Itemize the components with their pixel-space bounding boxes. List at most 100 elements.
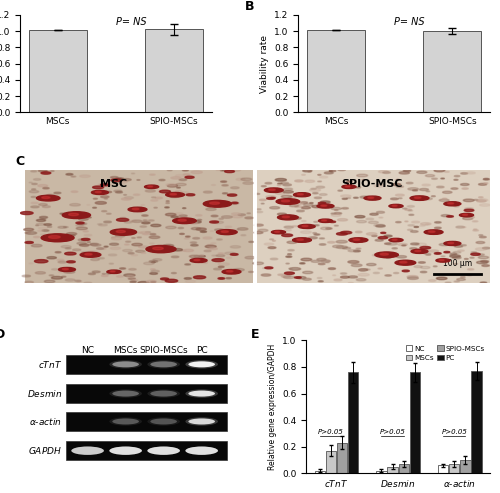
Circle shape — [78, 223, 87, 225]
Circle shape — [40, 234, 45, 235]
Circle shape — [336, 246, 347, 248]
Circle shape — [461, 173, 468, 174]
Circle shape — [318, 281, 323, 282]
Circle shape — [62, 276, 66, 277]
Circle shape — [230, 253, 238, 255]
Circle shape — [66, 233, 76, 235]
Circle shape — [132, 220, 142, 222]
Circle shape — [295, 180, 303, 182]
Circle shape — [126, 241, 131, 243]
Circle shape — [222, 193, 228, 194]
Circle shape — [98, 184, 104, 185]
Circle shape — [417, 171, 427, 174]
Circle shape — [378, 184, 383, 185]
Circle shape — [354, 197, 358, 198]
Text: SPIO-MSC: SPIO-MSC — [342, 179, 403, 189]
Circle shape — [408, 277, 418, 280]
Bar — [28, 30, 87, 112]
Circle shape — [356, 279, 366, 281]
Circle shape — [150, 273, 158, 275]
Circle shape — [396, 255, 406, 258]
Circle shape — [262, 268, 266, 269]
Circle shape — [462, 227, 466, 228]
Circle shape — [318, 263, 325, 265]
Circle shape — [312, 205, 322, 208]
Circle shape — [238, 214, 246, 215]
Circle shape — [420, 246, 430, 249]
Circle shape — [72, 249, 81, 251]
Legend: NC, MSCs, SPIO-MSCs, PC: NC, MSCs, SPIO-MSCs, PC — [404, 344, 486, 363]
Circle shape — [318, 202, 326, 204]
Circle shape — [332, 275, 336, 276]
Circle shape — [52, 269, 58, 270]
Circle shape — [60, 239, 68, 241]
Circle shape — [378, 237, 388, 239]
Ellipse shape — [188, 390, 215, 396]
Circle shape — [340, 231, 351, 234]
Circle shape — [184, 238, 190, 239]
Circle shape — [64, 227, 68, 228]
Circle shape — [153, 259, 162, 261]
Circle shape — [154, 207, 157, 208]
Circle shape — [290, 205, 298, 207]
Circle shape — [76, 224, 84, 226]
Circle shape — [36, 195, 60, 201]
Circle shape — [414, 266, 422, 268]
Circle shape — [165, 280, 177, 282]
Circle shape — [295, 206, 302, 208]
Circle shape — [306, 227, 312, 229]
Circle shape — [22, 275, 30, 277]
Circle shape — [453, 251, 461, 253]
Circle shape — [353, 239, 360, 241]
Circle shape — [150, 174, 155, 176]
Circle shape — [289, 268, 292, 269]
Circle shape — [420, 225, 425, 226]
Circle shape — [172, 273, 176, 274]
Circle shape — [368, 197, 374, 198]
Circle shape — [207, 245, 212, 246]
Circle shape — [471, 253, 480, 255]
Circle shape — [404, 170, 410, 172]
Circle shape — [151, 200, 158, 201]
Circle shape — [420, 266, 430, 269]
Circle shape — [25, 232, 31, 233]
Circle shape — [171, 216, 178, 218]
Circle shape — [100, 196, 109, 198]
Circle shape — [168, 170, 172, 171]
Circle shape — [75, 280, 81, 282]
Circle shape — [380, 253, 388, 255]
Circle shape — [204, 200, 232, 207]
Circle shape — [218, 263, 230, 265]
Circle shape — [317, 258, 326, 260]
Circle shape — [451, 188, 458, 189]
Circle shape — [265, 182, 272, 184]
Circle shape — [132, 244, 142, 246]
Circle shape — [282, 234, 292, 237]
Circle shape — [303, 278, 311, 280]
Circle shape — [84, 234, 92, 236]
Circle shape — [186, 236, 190, 237]
Circle shape — [212, 184, 216, 185]
Circle shape — [110, 176, 118, 178]
Circle shape — [150, 243, 154, 244]
Circle shape — [134, 194, 140, 196]
Circle shape — [442, 198, 446, 199]
Circle shape — [316, 186, 324, 188]
Circle shape — [321, 205, 327, 207]
Circle shape — [261, 274, 271, 276]
Circle shape — [480, 260, 488, 262]
Circle shape — [191, 171, 202, 174]
Circle shape — [184, 174, 190, 176]
Circle shape — [454, 245, 462, 247]
Circle shape — [439, 199, 449, 202]
Circle shape — [77, 281, 82, 282]
Circle shape — [46, 194, 54, 196]
Bar — [258, 170, 490, 283]
Text: 100 μm: 100 μm — [442, 259, 472, 268]
Circle shape — [410, 231, 418, 232]
Circle shape — [436, 259, 450, 262]
Circle shape — [314, 225, 319, 226]
Circle shape — [150, 269, 155, 270]
Circle shape — [284, 215, 292, 217]
Circle shape — [378, 171, 388, 173]
